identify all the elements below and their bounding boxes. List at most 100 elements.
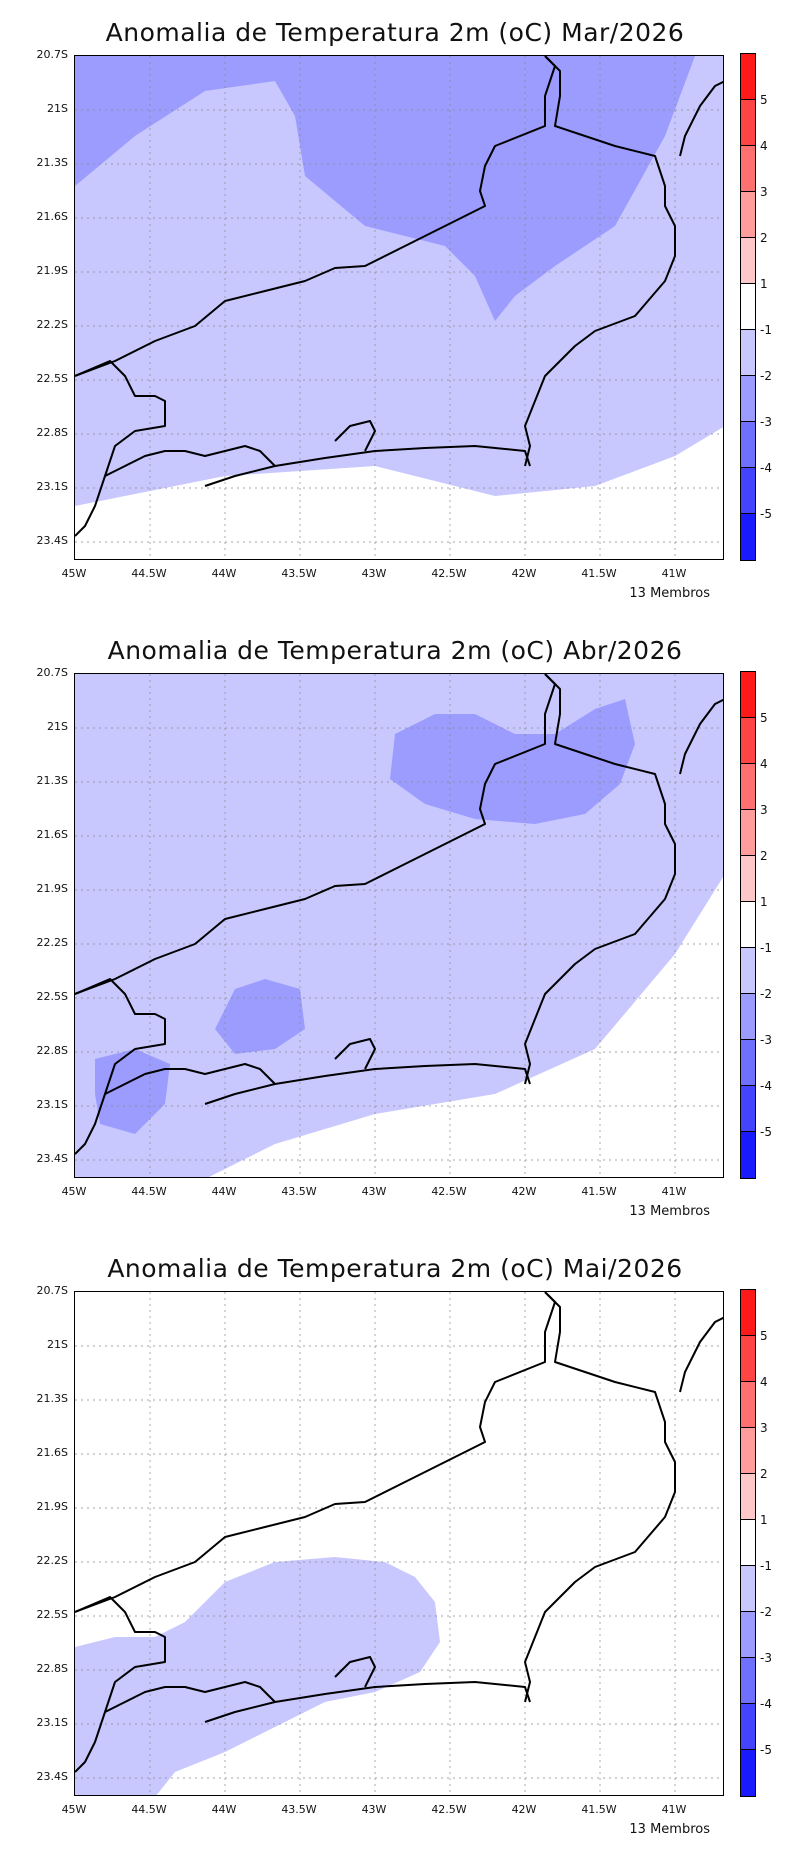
colorbar-label: 3 (760, 1421, 768, 1435)
x-axis-label: 42.5W (431, 1803, 467, 1816)
x-axis-label: 43.5W (281, 1803, 317, 1816)
x-axis-label: 44.5W (131, 1185, 167, 1198)
temperature-anomaly-map (75, 674, 723, 1177)
x-axis-label: 42W (511, 567, 537, 580)
colorbar-segment (741, 1040, 755, 1086)
state-border (75, 56, 723, 537)
colorbar-segment (741, 948, 755, 994)
map-title: Anomalia de Temperatura 2m (oC) Mar/2026 (105, 18, 685, 47)
map-frame (74, 673, 724, 1178)
x-axis-label: 45W (61, 567, 87, 580)
y-axis-label: 22.5S (36, 1608, 68, 1621)
colorbar-label: 5 (760, 711, 768, 725)
colorbar-label: 1 (760, 277, 768, 291)
colorbar (740, 53, 756, 561)
colorbar-segment (741, 1612, 755, 1658)
colorbar-label: 2 (760, 1467, 768, 1481)
y-axis-label: 21.6S (36, 828, 68, 841)
colorbar (740, 1289, 756, 1797)
y-axis-label: 22.8S (36, 1662, 68, 1675)
colorbar-segment (741, 1428, 755, 1474)
x-axis-label: 45W (61, 1185, 87, 1198)
map-panel-mai: Anomalia de Temperatura 2m (oC) Mai/2026 (0, 1236, 800, 1854)
colorbar-segment (741, 764, 755, 810)
grid-lines (75, 1292, 723, 1795)
map-frame (74, 1291, 724, 1796)
colorbar-segment (741, 100, 755, 146)
colorbar-segment (741, 1566, 755, 1612)
colorbar-label: 4 (760, 139, 768, 153)
x-axis-label: 44.5W (131, 567, 167, 580)
colorbar-segment (741, 856, 755, 902)
y-axis-label: 20.7S (36, 1284, 68, 1297)
colorbar-label: -4 (760, 461, 772, 475)
colorbar-label: 4 (760, 757, 768, 771)
y-axis-label: 22.5S (36, 990, 68, 1003)
y-axis-label: 22.5S (36, 372, 68, 385)
x-axis-label: 41W (661, 567, 687, 580)
colorbar-segment (741, 1290, 755, 1336)
y-axis-label: 22.8S (36, 426, 68, 439)
y-axis-label: 22.2S (36, 318, 68, 331)
colorbar-segment (741, 1658, 755, 1704)
y-axis-label: 21.3S (36, 774, 68, 787)
y-axis-label: 21.3S (36, 1392, 68, 1405)
y-axis-label: 20.7S (36, 48, 68, 61)
colorbar-segment (741, 422, 755, 468)
colorbar-label: -5 (760, 1125, 772, 1139)
anomaly-region-neutral (209, 877, 723, 1177)
y-axis-label: 21S (47, 102, 68, 115)
x-axis-label: 41.5W (581, 567, 617, 580)
x-axis-label: 42W (511, 1803, 537, 1816)
y-axis-label: 20.7S (36, 666, 68, 679)
colorbar-segment (741, 330, 755, 376)
x-axis-label: 43W (361, 1803, 387, 1816)
y-axis-label: 21.6S (36, 1446, 68, 1459)
x-axis-label: 42.5W (431, 1185, 467, 1198)
x-axis-label: 45W (61, 1803, 87, 1816)
anomaly-region-minus2-minus3 (390, 699, 635, 824)
colorbar-segment (741, 672, 755, 718)
colorbar-segment (741, 1086, 755, 1132)
colorbar-segment (741, 1474, 755, 1520)
x-axis-label: 44.5W (131, 1803, 167, 1816)
y-axis-label: 21.9S (36, 264, 68, 277)
x-axis-label: 44W (211, 1185, 237, 1198)
colorbar-label: 1 (760, 895, 768, 909)
x-axis-label: 43.5W (281, 567, 317, 580)
x-axis-label: 43.5W (281, 1185, 317, 1198)
y-axis-label: 23.1S (36, 1716, 68, 1729)
colorbar-segment (741, 468, 755, 514)
colorbar-label: 2 (760, 849, 768, 863)
colorbar-label: -1 (760, 1559, 772, 1573)
colorbar-segment (741, 718, 755, 764)
colorbar-segment (741, 146, 755, 192)
colorbar-label: -4 (760, 1079, 772, 1093)
temperature-anomaly-map (75, 1292, 723, 1795)
y-axis-label: 23.4S (36, 1770, 68, 1783)
colorbar-segment (741, 1704, 755, 1750)
colorbar-label: -4 (760, 1697, 772, 1711)
y-axis-label: 21.3S (36, 156, 68, 169)
colorbar-label: -3 (760, 1033, 772, 1047)
x-axis-label: 43W (361, 567, 387, 580)
members-count: 13 Membros (629, 1822, 710, 1837)
colorbar-label: -3 (760, 1651, 772, 1665)
colorbar-segment (741, 1382, 755, 1428)
map-frame (74, 55, 724, 560)
colorbar-segment (741, 902, 755, 948)
colorbar-label: 2 (760, 231, 768, 245)
colorbar-segment (741, 192, 755, 238)
members-count: 13 Membros (629, 586, 710, 601)
grid-lines (75, 674, 723, 1177)
colorbar-segment (741, 284, 755, 330)
colorbar-segment (741, 1750, 755, 1796)
x-axis-label: 44W (211, 1803, 237, 1816)
x-axis-label: 42.5W (431, 567, 467, 580)
colorbar-segment (741, 994, 755, 1040)
map-title: Anomalia de Temperatura 2m (oC) Mai/2026 (107, 1254, 683, 1283)
colorbar-segment (741, 238, 755, 284)
colorbar-label: 3 (760, 185, 768, 199)
colorbar-label: -5 (760, 507, 772, 521)
x-axis-label: 43W (361, 1185, 387, 1198)
